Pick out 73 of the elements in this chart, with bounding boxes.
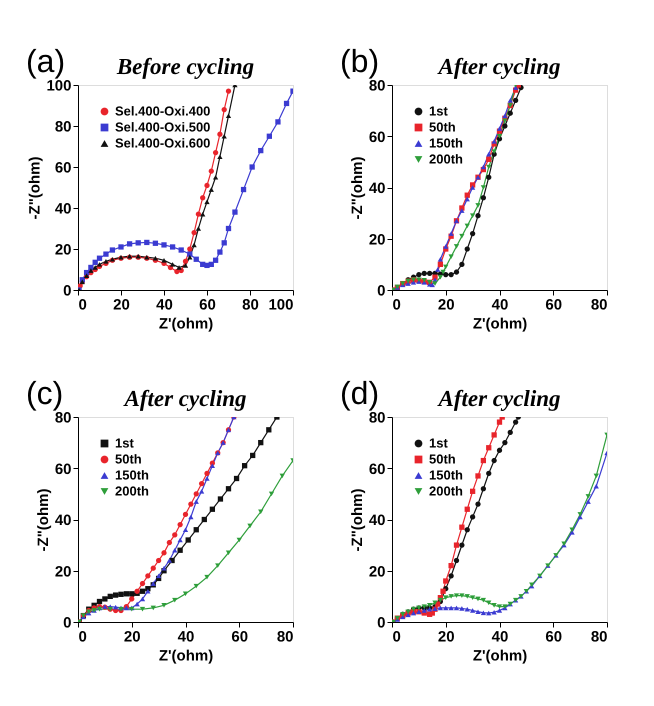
legend-label: 50th — [115, 452, 142, 466]
chart-title: After cycling — [436, 386, 560, 411]
y-tick-label: 40 — [368, 180, 386, 197]
y-tick-label: 40 — [54, 512, 72, 529]
y-tick-label: 40 — [368, 512, 386, 529]
chart-title: After cycling — [122, 386, 246, 411]
x-tick-label: 0 — [78, 628, 87, 646]
legend-label: 200th — [115, 484, 150, 498]
legend-label: 200th — [429, 152, 464, 166]
legend-label: 1st — [429, 436, 448, 450]
text: (d) — [340, 375, 380, 411]
x-tick-label: 40 — [156, 296, 173, 314]
legend-label: 150th — [429, 136, 464, 150]
x-axis-title: Z'(ohm) — [158, 648, 214, 664]
y-tick-label: 20 — [368, 231, 386, 248]
text: (b) — [340, 43, 380, 79]
legend-label: 150th — [115, 468, 150, 482]
y-tick-label: 0 — [377, 282, 386, 300]
y-axis-title: -Z"(ohm) — [26, 156, 44, 220]
legend-label: 150th — [429, 468, 464, 482]
x-axis-title: Z'(ohm) — [158, 316, 214, 332]
x-tick-label: 60 — [199, 296, 216, 314]
chart-title: After cycling — [436, 54, 560, 79]
x-tick-label: 0 — [392, 296, 401, 314]
x-tick-label: 40 — [178, 628, 194, 646]
x-axis-title: Z'(ohm) — [472, 316, 528, 332]
y-axis-title: -Z"(ohm) — [34, 488, 52, 552]
x-tick-label: 60 — [545, 296, 562, 314]
x-tick-label: 80 — [590, 628, 608, 646]
legend-label: 200th — [429, 484, 464, 498]
y-tick-label: 80 — [54, 118, 72, 136]
y-tick-label: 0 — [63, 614, 72, 632]
y-tick-label: 80 — [54, 410, 72, 426]
y-tick-label: 60 — [368, 460, 386, 478]
y-tick-label: 20 — [54, 242, 72, 258]
legend-label: 50th — [429, 452, 456, 466]
text: (c) — [26, 375, 64, 411]
x-tick-label: 40 — [492, 296, 508, 314]
y-tick-label: 60 — [54, 160, 72, 176]
x-tick-label: 20 — [113, 296, 130, 314]
y-tick-label: 0 — [63, 282, 72, 300]
legend-label: Sel.400-Oxi.400 — [115, 104, 210, 118]
x-tick-label: 100 — [268, 296, 294, 314]
legend-label: 1st — [429, 104, 448, 118]
x-tick-label: 80 — [242, 296, 259, 314]
y-tick-label: 60 — [54, 460, 72, 478]
y-tick-label: 60 — [368, 128, 386, 146]
y-tick-label: 40 — [54, 200, 72, 218]
y-tick-label: 80 — [368, 410, 386, 426]
x-tick-label: 20 — [438, 296, 455, 314]
y-tick-label: 80 — [368, 78, 386, 94]
x-axis-title: Z'(ohm) — [472, 648, 528, 664]
x-tick-label: 80 — [276, 628, 294, 646]
y-tick-label: 20 — [54, 563, 72, 580]
chart-title: Before cycling — [116, 54, 254, 79]
legend-label: Sel.400-Oxi.500 — [115, 120, 210, 134]
y-tick-label: 20 — [368, 563, 386, 580]
y-tick-label: 100 — [46, 78, 72, 94]
y-axis-title: -Z"(ohm) — [348, 156, 366, 220]
x-tick-label: 40 — [492, 628, 508, 646]
x-tick-label: 0 — [78, 296, 87, 314]
x-tick-label: 80 — [590, 296, 608, 314]
x-tick-label: 60 — [545, 628, 562, 646]
y-tick-label: 0 — [377, 614, 386, 632]
x-tick-label: 20 — [124, 628, 141, 646]
y-axis-title: -Z"(ohm) — [348, 488, 366, 552]
legend-label: 1st — [115, 436, 134, 450]
legend-label: 50th — [429, 120, 456, 134]
x-tick-label: 0 — [392, 628, 401, 646]
x-tick-label: 20 — [438, 628, 455, 646]
x-tick-label: 60 — [231, 628, 248, 646]
legend-label: Sel.400-Oxi.600 — [115, 136, 210, 150]
text: (a) — [26, 43, 66, 79]
